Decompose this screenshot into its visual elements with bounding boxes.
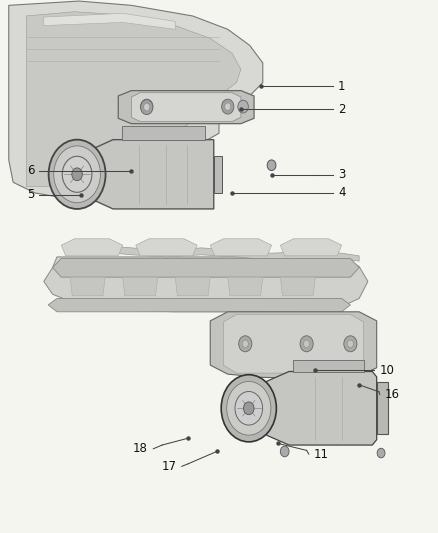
Circle shape — [54, 146, 100, 203]
Circle shape — [242, 340, 248, 348]
Text: 16: 16 — [385, 388, 400, 401]
Polygon shape — [131, 93, 241, 122]
Circle shape — [227, 382, 271, 435]
Text: 11: 11 — [314, 448, 329, 461]
Text: 17: 17 — [162, 460, 177, 473]
Circle shape — [221, 375, 276, 442]
Circle shape — [347, 340, 353, 348]
Circle shape — [235, 391, 263, 425]
Polygon shape — [210, 239, 272, 256]
Polygon shape — [66, 245, 359, 261]
Polygon shape — [280, 277, 315, 296]
Circle shape — [239, 336, 252, 352]
Polygon shape — [254, 372, 377, 445]
Polygon shape — [48, 298, 350, 312]
Circle shape — [72, 168, 82, 181]
Circle shape — [300, 336, 313, 352]
Polygon shape — [118, 91, 254, 124]
FancyBboxPatch shape — [214, 156, 222, 193]
Circle shape — [304, 340, 310, 348]
Polygon shape — [26, 12, 241, 187]
Circle shape — [344, 336, 357, 352]
Polygon shape — [223, 314, 364, 373]
Text: 4: 4 — [338, 187, 346, 199]
Circle shape — [280, 446, 289, 457]
Polygon shape — [377, 382, 388, 434]
Circle shape — [377, 448, 385, 458]
Circle shape — [244, 402, 254, 415]
Circle shape — [49, 140, 106, 209]
Text: 2: 2 — [338, 103, 346, 116]
Polygon shape — [123, 277, 158, 296]
Polygon shape — [82, 140, 214, 209]
Circle shape — [144, 103, 150, 110]
Polygon shape — [9, 1, 263, 198]
Circle shape — [141, 100, 153, 115]
Circle shape — [141, 99, 153, 114]
Polygon shape — [210, 312, 377, 378]
Polygon shape — [70, 277, 105, 296]
Polygon shape — [280, 239, 342, 256]
Circle shape — [238, 100, 248, 113]
Polygon shape — [175, 277, 210, 296]
Circle shape — [267, 160, 276, 171]
Text: 3: 3 — [338, 168, 346, 181]
Polygon shape — [122, 126, 205, 140]
Polygon shape — [293, 360, 364, 372]
Polygon shape — [61, 239, 123, 256]
Polygon shape — [44, 257, 368, 312]
Text: 18: 18 — [133, 442, 148, 455]
Polygon shape — [44, 13, 175, 29]
Circle shape — [222, 99, 234, 114]
Circle shape — [225, 103, 231, 110]
Circle shape — [144, 103, 150, 111]
Text: 5: 5 — [27, 188, 34, 201]
Polygon shape — [53, 259, 359, 277]
Polygon shape — [228, 277, 263, 296]
Text: 1: 1 — [338, 80, 346, 93]
Text: 10: 10 — [380, 364, 395, 377]
Polygon shape — [136, 239, 197, 256]
Text: 6: 6 — [27, 164, 34, 177]
Circle shape — [62, 156, 92, 192]
